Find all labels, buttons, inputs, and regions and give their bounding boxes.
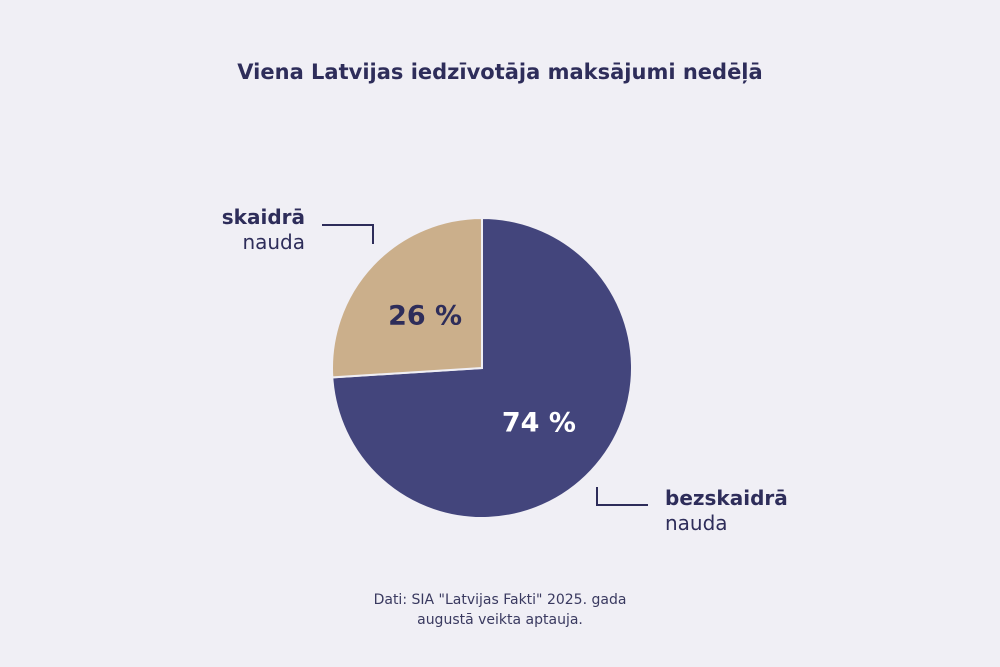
slice-value-label-1: 26 %: [388, 301, 462, 332]
callout-line-skaidra: [322, 224, 374, 244]
callout-line-bezskaidra: [596, 487, 648, 506]
source-line-2: augustā veikta aptauja.: [417, 612, 583, 628]
slice-value-label-0: 74 %: [502, 407, 576, 438]
source-note: Dati: SIA "Latvijas Fakti" 2025. gada au…: [300, 590, 700, 630]
source-line-1: Dati: SIA "Latvijas Fakti" 2025. gada: [373, 592, 627, 608]
pie-slice-1: [331, 216, 483, 379]
chart-title: Viena Latvijas iedzīvotāja maksājumi ned…: [237, 60, 763, 84]
pie-slices: [331, 216, 633, 519]
legend-label-skaidra-light: nauda: [242, 230, 305, 254]
legend-label-bezskaidra-bold: bezskaidrā: [665, 486, 788, 510]
callout-bezskaidra: bezskaidrā nauda: [596, 486, 788, 535]
legend-label-skaidra-bold: skaidrā: [222, 205, 305, 229]
callout-skaidra: skaidrā nauda: [222, 205, 374, 254]
legend-label-bezskaidra-light: nauda: [665, 511, 728, 535]
slice-value-labels: 74 % 26 %: [388, 301, 576, 439]
